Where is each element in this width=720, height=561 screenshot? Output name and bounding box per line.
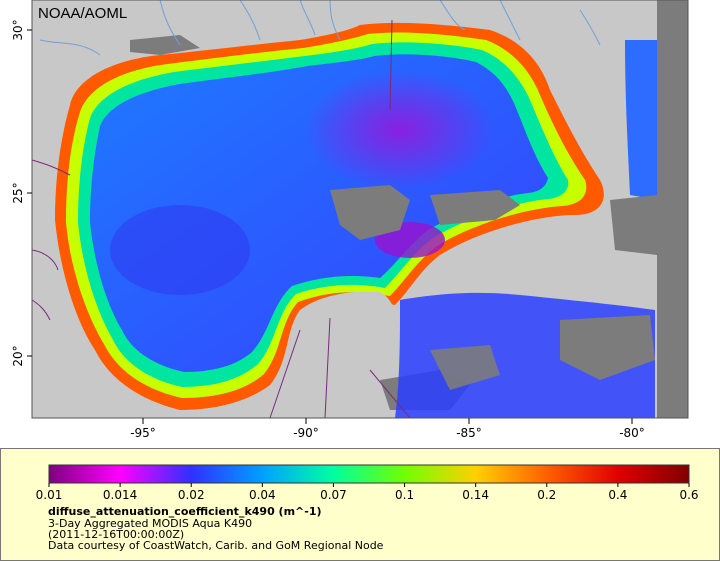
map-credit: NOAA/AOML bbox=[38, 5, 127, 22]
map-panel: NOAA/AOML -95° -90° -85° -80° 30° 25° 20° bbox=[11, 0, 689, 440]
lon-tick-label: -85° bbox=[456, 426, 482, 440]
lat-tick-label: 20° bbox=[11, 345, 25, 366]
lat-tick-label: 25° bbox=[11, 182, 25, 203]
colorbar: 0.01 0.014 0.02 0.04 0.07 0.1 0.14 0.2 0.4 0.6 bbox=[36, 464, 699, 502]
no-data-region bbox=[657, 0, 688, 418]
caribbean-no-data-2 bbox=[430, 345, 500, 390]
gulf-purple-core bbox=[305, 70, 495, 190]
latitude-ticks: 30° 25° 20° bbox=[11, 19, 32, 367]
cloud-patch-3 bbox=[130, 35, 200, 55]
longitude-ticks: -95° -90° -85° -80° bbox=[130, 418, 645, 440]
legend-line-3: Data courtesy of CoastWatch, Carib. and … bbox=[48, 539, 384, 552]
colorbar-label: 0.6 bbox=[679, 488, 698, 502]
colorbar-label: 0.2 bbox=[537, 488, 556, 502]
colorbar-label: 0.02 bbox=[178, 488, 205, 502]
rivers bbox=[39, 0, 601, 56]
lon-tick-label: -80° bbox=[619, 426, 645, 440]
legend-line-2: (2011-12-16T00:00:00Z) bbox=[48, 528, 185, 541]
cloud-patch-1 bbox=[330, 185, 410, 240]
colorbar-label: 0.07 bbox=[320, 488, 347, 502]
cuba-land bbox=[470, 257, 655, 300]
legend-title: diffuse_attenuation_coefficient_k490 (m^… bbox=[48, 505, 322, 518]
map-frame bbox=[31, 0, 689, 419]
colorbar-label: 0.01 bbox=[36, 488, 63, 502]
legend-panel: 0.01 0.014 0.02 0.04 0.07 0.1 0.14 0.2 0.4 0.6 di… bbox=[0, 448, 720, 561]
caribbean-no-data bbox=[560, 315, 655, 380]
bahamas-no-data bbox=[610, 195, 657, 255]
colorbar-gradient bbox=[48, 464, 690, 484]
yucatan-land bbox=[280, 291, 397, 418]
cloud-patch-2 bbox=[430, 190, 520, 225]
colorbar-labels: 0.01 0.014 0.02 0.04 0.07 0.1 0.14 0.2 0.4 0.6 bbox=[36, 483, 699, 502]
colorbar-segments bbox=[48, 464, 690, 484]
colorbar-label: 0.14 bbox=[462, 488, 489, 502]
colorbar-label: 0.1 bbox=[395, 488, 414, 502]
legend-line-1: 3-Day Aggregated MODIS Aqua K490 bbox=[48, 517, 253, 530]
colorbar-label: 0.014 bbox=[103, 488, 137, 502]
lon-tick-label: -90° bbox=[293, 426, 319, 440]
borders bbox=[31, 19, 411, 419]
colorbar-label: 0.04 bbox=[249, 488, 276, 502]
atlantic-water bbox=[625, 40, 657, 200]
lat-tick-label: 30° bbox=[11, 19, 25, 40]
map-canvas: NOAA/AOML -95° -90° -85° -80° 30° 25° 20° bbox=[11, 0, 689, 440]
lon-tick-label: -95° bbox=[130, 426, 156, 440]
gulf-dark-blue-patch bbox=[110, 205, 250, 295]
colorbar-label: 0.4 bbox=[608, 488, 627, 502]
